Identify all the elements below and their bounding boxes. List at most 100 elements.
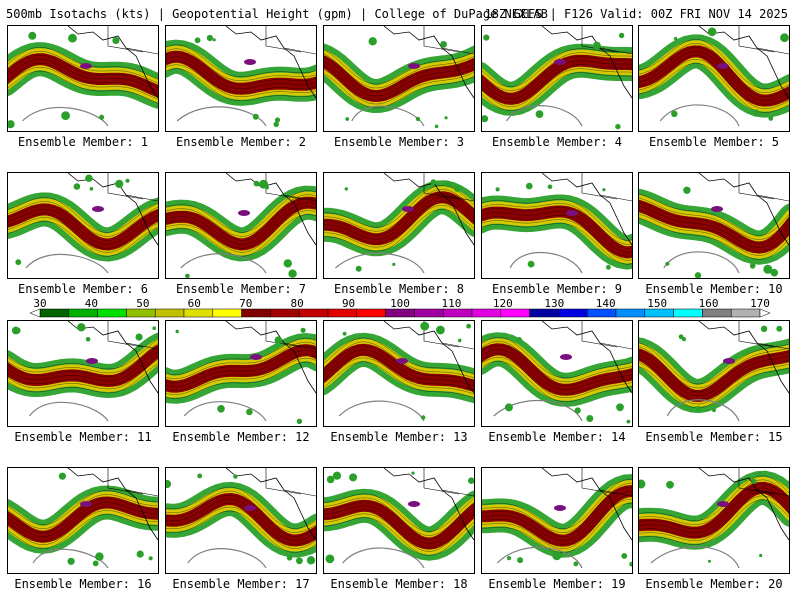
height-contour-gray [663, 251, 740, 274]
wind-patch [626, 419, 631, 424]
wind-patch [694, 272, 702, 278]
wind-patch [552, 551, 562, 561]
wind-patch [421, 415, 426, 420]
wind-patch [760, 325, 768, 332]
colorbar-tick-label: 150 [647, 297, 668, 310]
height-contour [482, 60, 632, 100]
wind-patch [586, 415, 594, 422]
wind-patch [175, 329, 179, 334]
wind-patch [639, 479, 646, 489]
coastline [67, 321, 158, 394]
wind-patch [763, 264, 773, 274]
colorbar-tick-label: 30 [33, 297, 47, 310]
jet-max [408, 501, 420, 507]
ensemble-member-label: Ensemble Member: 9 [491, 282, 623, 296]
wind-patch [288, 269, 297, 278]
height-contour [639, 213, 789, 256]
wind-patch [434, 124, 439, 129]
height-contour [8, 54, 158, 88]
height-contour [482, 353, 632, 395]
wind-patch [482, 115, 489, 123]
height-contour [639, 358, 789, 401]
coastline [541, 173, 632, 246]
wind-patch [135, 333, 143, 341]
wind-patch [194, 37, 201, 44]
height-contour [482, 72, 632, 112]
height-contour [8, 201, 158, 237]
jet-stream-map [166, 173, 316, 278]
height-contour [639, 201, 789, 244]
wind-patch [453, 184, 461, 192]
political-border [107, 321, 158, 350]
height-contour [639, 43, 789, 93]
wind-patch [666, 480, 674, 489]
height-contour [166, 198, 316, 241]
ensemble-member-label: Ensemble Member: 20 [645, 577, 783, 591]
height-contour [324, 61, 474, 97]
wind-patch [73, 183, 81, 190]
height-contour [324, 501, 474, 540]
wind-patch [326, 475, 335, 484]
political-border [738, 321, 789, 350]
height-contour [166, 337, 316, 375]
political-border [738, 26, 789, 55]
political-border [265, 26, 316, 55]
height-contour [482, 357, 632, 399]
colorbar-tick-label: 60 [187, 297, 201, 310]
wind-patch [683, 186, 691, 194]
ensemble-map-panel [323, 172, 475, 279]
coastline [383, 173, 474, 246]
colorbar-swatch [356, 308, 386, 318]
height-contour [166, 486, 316, 529]
jet-stream-map [324, 468, 474, 569]
height-contour [166, 498, 316, 541]
height-contour-gray [505, 105, 583, 127]
height-contour [8, 359, 158, 390]
ensemble-map-panel [323, 320, 475, 427]
wind-patch [67, 557, 75, 565]
height-contour [166, 56, 316, 90]
wind-patch [430, 179, 437, 185]
ensemble-member-label: Ensemble Member: 12 [172, 430, 310, 444]
wind-patch [776, 325, 783, 332]
height-contour [639, 39, 789, 89]
colorbar-tick-label: 70 [239, 297, 253, 310]
coastline [541, 468, 632, 541]
colorbar-min-arrow [29, 308, 41, 318]
height-contour [166, 194, 316, 237]
height-contour [324, 197, 474, 240]
colorbar-swatch [500, 308, 530, 318]
height-contour [639, 55, 789, 105]
height-contour-gray [183, 401, 267, 422]
colorbar-tick-label: 40 [84, 297, 99, 310]
jet-stream-map [482, 468, 632, 569]
ensemble-map-panel [638, 467, 790, 574]
height-contour [166, 349, 316, 387]
wind-patch [712, 408, 716, 413]
colorbar-swatch [39, 308, 70, 318]
ensemble-member-label: Ensemble Member: 14 [488, 430, 626, 444]
jet-max [554, 505, 566, 511]
ensemble-member-label: Ensemble Member: 10 [645, 282, 783, 296]
colorbar-swatch [385, 308, 415, 318]
height-contour [324, 73, 474, 109]
political-border [107, 26, 158, 55]
colorbar-swatch [126, 308, 156, 318]
wind-patch [14, 327, 21, 334]
colorbar-swatch [730, 308, 761, 318]
wind-patch [253, 180, 260, 187]
height-contour-gray [666, 399, 740, 422]
height-contour [639, 209, 789, 252]
wind-patch [673, 36, 678, 41]
wind-patch [392, 262, 396, 266]
colorbar-swatch [298, 308, 329, 318]
height-contour [482, 207, 632, 249]
height-contour [324, 53, 474, 89]
wind-patch [440, 41, 447, 48]
wind-patch [342, 331, 347, 336]
wind-patch [629, 561, 632, 567]
height-contour [482, 68, 632, 108]
wind-patch [707, 559, 711, 563]
height-contour [8, 351, 158, 382]
height-contour [482, 490, 632, 541]
